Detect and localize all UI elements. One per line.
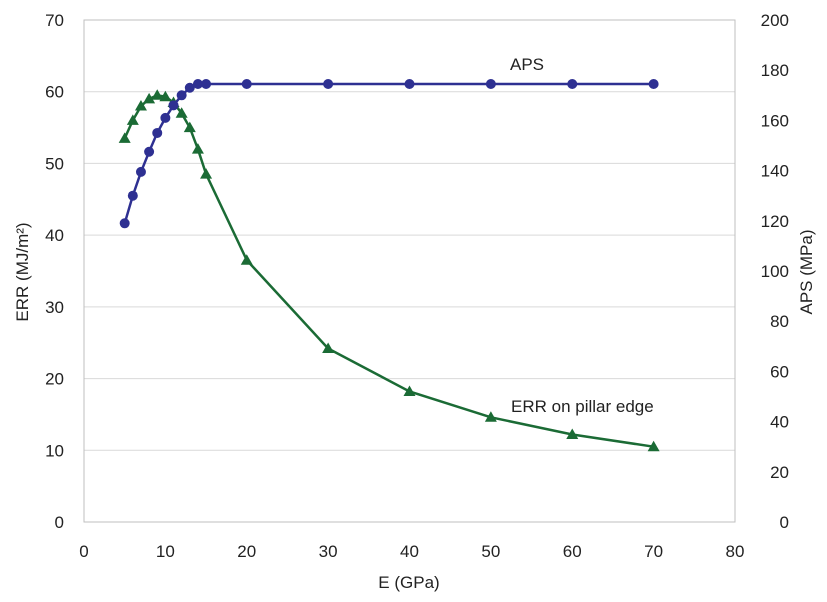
x-tick-label: 30 bbox=[319, 542, 338, 561]
x-tick-label: 20 bbox=[237, 542, 256, 561]
series-err bbox=[118, 89, 660, 452]
x-tick-label: 0 bbox=[79, 542, 88, 561]
x-tick-label: 10 bbox=[156, 542, 175, 561]
y2-tick-label: 140 bbox=[761, 162, 789, 181]
data-point bbox=[184, 82, 195, 93]
data-point bbox=[143, 92, 156, 104]
data-point bbox=[485, 79, 496, 90]
data-point bbox=[240, 254, 253, 265]
y-tick-label: 10 bbox=[45, 441, 64, 460]
x-tick-label: 70 bbox=[644, 542, 663, 561]
series-label-aps: APS bbox=[510, 55, 544, 74]
x-axis-title: E (GPa) bbox=[378, 573, 439, 592]
data-point bbox=[168, 100, 179, 111]
data-point bbox=[567, 79, 578, 90]
data-point bbox=[176, 90, 187, 101]
data-point bbox=[484, 411, 497, 422]
data-point bbox=[200, 168, 213, 179]
y2-axis-title: APS (MPa) bbox=[797, 229, 816, 314]
data-point bbox=[127, 190, 138, 201]
data-point bbox=[134, 100, 147, 111]
y2-tick-label: 20 bbox=[770, 463, 789, 482]
data-point bbox=[175, 107, 188, 118]
y-tick-label: 40 bbox=[45, 226, 64, 245]
x-tick-label: 40 bbox=[400, 542, 419, 561]
data-point bbox=[126, 114, 139, 125]
data-point bbox=[191, 143, 204, 154]
y2-tick-label: 200 bbox=[761, 11, 789, 30]
y-tick-label: 20 bbox=[45, 370, 64, 389]
data-point bbox=[322, 342, 335, 353]
y2-tick-label: 100 bbox=[761, 262, 789, 281]
plot-area-border bbox=[83, 19, 736, 523]
data-point bbox=[647, 440, 660, 452]
data-point bbox=[566, 428, 579, 440]
data-point bbox=[192, 79, 203, 90]
y-tick-labels: 0 10 20 30 40 50 60 70 bbox=[45, 11, 64, 532]
y2-tick-label: 60 bbox=[770, 362, 789, 381]
data-point bbox=[648, 79, 659, 90]
data-point bbox=[404, 79, 415, 90]
data-point bbox=[183, 121, 196, 133]
data-point bbox=[119, 218, 130, 229]
y2-tick-label: 180 bbox=[761, 61, 789, 80]
data-point bbox=[323, 79, 334, 90]
y-tick-label: 60 bbox=[45, 83, 64, 102]
data-point bbox=[241, 79, 252, 90]
series-label-err: ERR on pillar edge bbox=[511, 397, 654, 416]
data-point bbox=[152, 127, 163, 138]
y-tick-label: 50 bbox=[45, 154, 64, 173]
y2-tick-label: 40 bbox=[770, 413, 789, 432]
x-tick-label: 80 bbox=[726, 542, 745, 561]
y-tick-label: 30 bbox=[45, 298, 64, 317]
x-tick-label: 60 bbox=[563, 542, 582, 561]
data-point bbox=[160, 112, 171, 123]
data-point bbox=[118, 132, 131, 143]
data-point bbox=[144, 146, 155, 157]
data-point bbox=[403, 385, 416, 396]
series-line bbox=[123, 94, 654, 448]
y-axis-title: ERR (MJ/m²) bbox=[13, 222, 32, 321]
data-point bbox=[201, 79, 212, 90]
series-line bbox=[123, 82, 654, 224]
y-tick-label: 0 bbox=[55, 513, 64, 532]
y2-tick-labels: 0 20 40 60 80 100 120 140 160 180 200 bbox=[761, 11, 789, 532]
x-tick-label: 50 bbox=[481, 542, 500, 561]
series-aps bbox=[119, 79, 659, 229]
data-point bbox=[135, 166, 146, 177]
y2-tick-label: 0 bbox=[780, 513, 789, 532]
y2-tick-label: 120 bbox=[761, 212, 789, 231]
x-tick-labels: 0 10 20 30 40 50 60 70 80 bbox=[79, 542, 744, 561]
data-point bbox=[159, 90, 172, 102]
y-tick-label: 70 bbox=[45, 11, 64, 30]
y2-tick-label: 160 bbox=[761, 111, 789, 130]
y2-tick-label: 80 bbox=[770, 312, 789, 331]
data-point bbox=[151, 89, 164, 100]
